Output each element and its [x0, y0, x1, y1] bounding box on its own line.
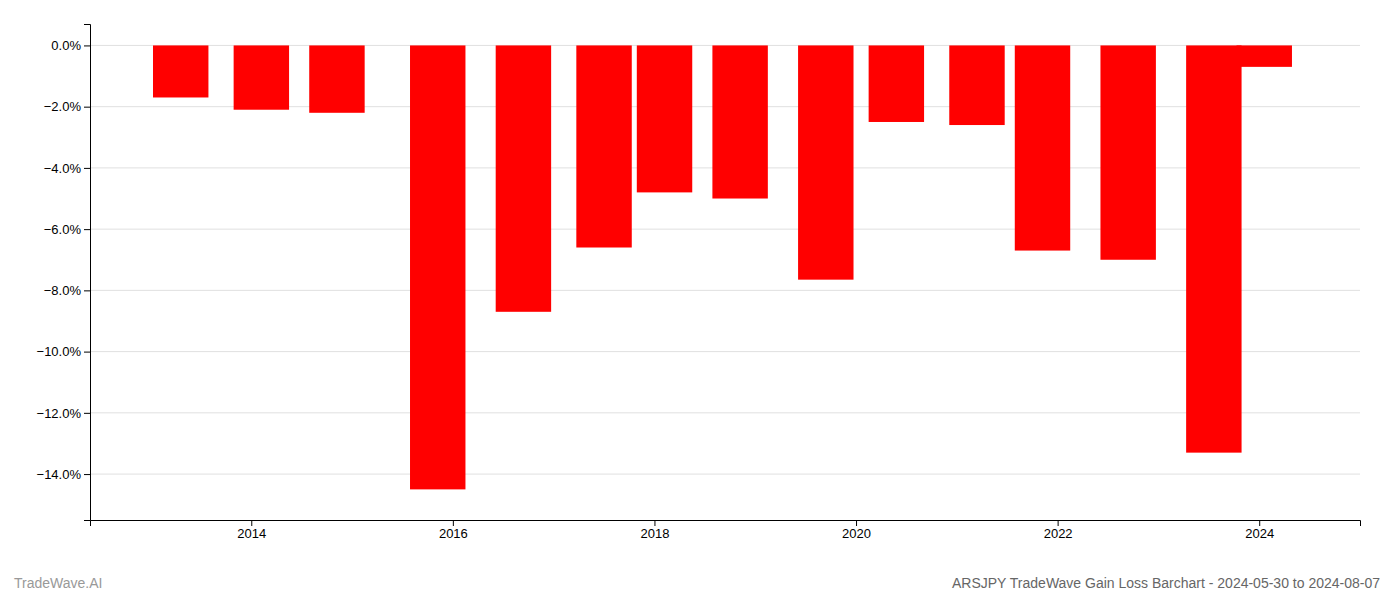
- grid: [90, 45, 1360, 474]
- bar: [234, 45, 289, 109]
- bar: [1186, 45, 1241, 452]
- x-tick-label: 2022: [1044, 526, 1073, 541]
- x-tick-label: 2024: [1245, 526, 1274, 541]
- x-tick-mark: [654, 520, 655, 526]
- y-tick-mark: [84, 290, 90, 291]
- bar: [576, 45, 631, 247]
- x-tick-mark: [1058, 520, 1059, 526]
- y-tick-label: −2.0%: [44, 99, 82, 114]
- x-tick-label: 2014: [237, 526, 266, 541]
- x-axis: 2014 2016 2018 2020 2022 2024: [91, 520, 1361, 541]
- grid-line: [90, 290, 1360, 291]
- y-tick: −2.0%: [44, 99, 90, 114]
- x-tick: 2018: [640, 520, 669, 541]
- y-tick-mark: [84, 352, 90, 353]
- y-tick-label: −14.0%: [37, 467, 82, 482]
- y-tick: 0.0%: [51, 38, 90, 53]
- x-tick-mark: [453, 520, 454, 526]
- x-tick: 2020: [842, 520, 871, 541]
- x-axis-line: [91, 521, 1361, 527]
- y-tick-mark: [84, 168, 90, 169]
- x-tick: 2024: [1245, 520, 1274, 541]
- y-tick-label: −8.0%: [44, 283, 82, 298]
- y-tick-label: −12.0%: [37, 405, 82, 420]
- x-tick-label: 2016: [439, 526, 468, 541]
- y-tick-mark: [84, 229, 90, 230]
- grid-line: [90, 412, 1360, 413]
- y-tick-mark: [84, 45, 90, 46]
- bar: [1100, 45, 1155, 259]
- y-tick-mark: [84, 474, 90, 475]
- title: ARSJPY TradeWave Gain Loss Barchart - 20…: [952, 575, 1380, 591]
- grid-line: [90, 229, 1360, 230]
- bar: [1015, 45, 1070, 250]
- y-tick: −14.0%: [37, 467, 90, 482]
- x-tick-mark: [856, 520, 857, 526]
- bar: [798, 45, 853, 279]
- y-tick-label: −6.0%: [44, 222, 82, 237]
- y-tick-label: 0.0%: [51, 38, 81, 53]
- x-tick: 2014: [237, 520, 266, 541]
- y-axis: 0.0% −2.0% −4.0% −6.0% −8.0% −10.0% −12.0% −14.…: [37, 25, 91, 521]
- bars: [153, 45, 1292, 489]
- bar: [637, 45, 692, 192]
- y-tick: −10.0%: [37, 344, 90, 359]
- bar: [949, 45, 1004, 125]
- y-tick: −8.0%: [44, 283, 90, 298]
- annotation: TradeWave.AI: [14, 575, 102, 591]
- chart: 0.0% −2.0% −4.0% −6.0% −8.0% −10.0% −12.0% −14.…: [0, 0, 1400, 600]
- y-tick-label: −4.0%: [44, 161, 82, 176]
- x-tick: 2016: [439, 520, 468, 541]
- bar: [496, 45, 551, 311]
- bar: [1237, 45, 1292, 66]
- plot: 0.0% −2.0% −4.0% −6.0% −8.0% −10.0% −12.0% −14.…: [37, 25, 1361, 542]
- x-tick-mark: [251, 520, 252, 526]
- x-tick-label: 2018: [640, 526, 669, 541]
- bar: [153, 45, 208, 97]
- grid-line: [90, 351, 1360, 352]
- y-tick-mark: [84, 107, 90, 108]
- x-tick: 2022: [1044, 520, 1073, 541]
- bar: [869, 45, 924, 122]
- y-tick-mark: [84, 413, 90, 414]
- bar: [309, 45, 364, 112]
- grid-line: [90, 474, 1360, 475]
- y-axis-line: [84, 25, 91, 521]
- y-tick-label: −10.0%: [37, 344, 82, 359]
- y-tick: −12.0%: [37, 405, 90, 420]
- y-tick: −6.0%: [44, 222, 90, 237]
- y-tick: −4.0%: [44, 161, 90, 176]
- x-tick-label: 2020: [842, 526, 871, 541]
- x-tick-mark: [1259, 520, 1260, 526]
- bar: [410, 45, 465, 489]
- bar: [712, 45, 767, 198]
